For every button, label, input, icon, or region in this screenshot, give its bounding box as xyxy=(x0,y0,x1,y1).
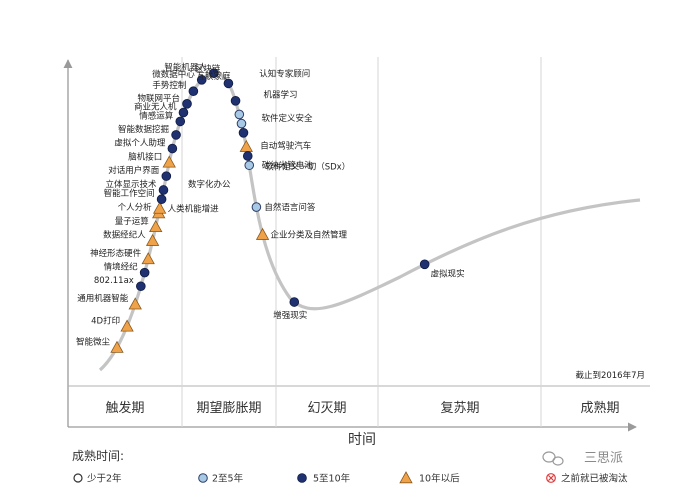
tech-label: 企业分类及自然管理 xyxy=(271,230,348,241)
tech-label: 智能工作空间 xyxy=(104,188,155,199)
tech-marker xyxy=(167,143,178,154)
legend-marker xyxy=(198,473,208,483)
tech-marker xyxy=(139,267,150,278)
tech-marker xyxy=(223,78,234,89)
tech-marker xyxy=(120,319,134,332)
tech-label: 区块链 xyxy=(195,63,221,74)
tech-label: 虚拟个人助理 xyxy=(114,138,166,149)
phase-label: 触发期 xyxy=(105,400,144,416)
tech-marker xyxy=(188,86,199,97)
tech-label: 数据经纪人 xyxy=(103,230,146,241)
tech-marker xyxy=(236,118,247,129)
phase-label: 成熟期 xyxy=(580,400,619,416)
tech-label: 智能机器人 xyxy=(164,62,207,73)
tech-label: 虚拟现实 xyxy=(431,268,465,279)
tech-marker xyxy=(230,96,241,106)
tech-marker xyxy=(239,139,253,152)
tech-marker xyxy=(141,252,155,265)
tech-marker xyxy=(182,99,192,109)
legend-marker xyxy=(546,473,556,483)
legend-label: 2至5年 xyxy=(212,473,244,485)
tech-marker xyxy=(242,151,253,161)
tech-marker xyxy=(178,107,189,118)
tech-marker xyxy=(145,233,160,246)
tech-label: 软件定义安全 xyxy=(261,113,313,124)
tech-label: 4D打印 xyxy=(91,315,120,326)
tech-marker xyxy=(171,130,181,140)
legend-marker-cross xyxy=(548,475,554,481)
tech-label: 碳纳米管电池 xyxy=(262,160,314,171)
tech-marker xyxy=(158,185,169,195)
tech-label: 自动驾驶汽车 xyxy=(260,141,311,152)
tech-label: 神经形态硬件 xyxy=(90,248,142,259)
tech-label: 机器学习 xyxy=(263,90,297,101)
watermark-icon xyxy=(542,451,564,466)
legend-label: 之前就已被淘汰 xyxy=(561,473,628,485)
legend-marker xyxy=(399,471,413,484)
tech-marker xyxy=(238,128,249,138)
tech-label: 情境经纪 xyxy=(104,262,139,273)
tech-marker xyxy=(419,259,430,270)
tech-marker xyxy=(161,171,172,181)
tech-marker xyxy=(196,75,207,85)
phase-label: 期望膨胀期 xyxy=(196,400,261,416)
tech-label: 通用机器智能 xyxy=(77,293,129,304)
legend-title: 成熟时间: xyxy=(72,448,124,463)
tech-label: 软件定义一切（SDx） xyxy=(265,161,350,172)
tech-label: 微数据中心 xyxy=(152,69,195,80)
tech-marker xyxy=(152,201,167,214)
watermark-bubble xyxy=(542,451,556,463)
tech-marker xyxy=(209,68,219,79)
tech-marker xyxy=(128,297,142,310)
tech-label: 个人分析 xyxy=(118,202,153,213)
tech-marker xyxy=(162,155,176,168)
tech-label: 情感运算 xyxy=(139,110,174,121)
tech-label: 互联家庭 xyxy=(197,71,232,82)
tech-marker xyxy=(244,160,255,171)
floating-label: 数字化办公 xyxy=(188,179,231,190)
tech-label: 802.11ax xyxy=(94,276,134,286)
tech-label: 手势控制 xyxy=(152,80,186,91)
tech-label: 智能数据挖掘 xyxy=(118,124,169,135)
tech-label: 商业无人机 xyxy=(134,102,177,113)
legend-label: 10年以后 xyxy=(419,473,460,485)
tech-label: 人类机能增进 xyxy=(168,203,220,214)
tech-marker xyxy=(110,340,124,353)
tech-points: 智能微尘 4D打印 通用机器智能 802.11ax 情境经纪 神经形态硬件 数据经纪人 量子运… xyxy=(73,62,556,484)
tech-marker xyxy=(136,281,146,292)
legend-marker xyxy=(73,473,83,483)
tech-label: 对话用户界面 xyxy=(108,165,160,176)
phase-label: 幻灭期 xyxy=(307,401,346,416)
tech-marker xyxy=(289,297,300,307)
legend-label: 5至10年 xyxy=(313,473,351,485)
tech-label: 立体显示技术 xyxy=(105,179,157,190)
tech-marker xyxy=(175,116,186,127)
tech-marker xyxy=(149,220,163,233)
tech-label: 自然语言问答 xyxy=(264,202,316,213)
tech-label: 认知专家顾问 xyxy=(259,68,310,79)
tech-label: 脑机接口 xyxy=(128,151,162,162)
legend: 成熟时间: 少于2年 2至5年 5至10年 10年以后 之前就已被淘汰 三思派 xyxy=(72,448,628,485)
tech-marker xyxy=(251,202,262,212)
tech-label: 增强现实 xyxy=(273,310,307,321)
tech-marker xyxy=(156,194,167,205)
watermark: 三思派 xyxy=(584,451,623,466)
legend-label: 少于2年 xyxy=(87,473,122,485)
tech-marker xyxy=(234,109,245,120)
phase-label: 复苏期 xyxy=(440,400,479,416)
x-axis-title: 时间 xyxy=(348,432,376,448)
legend-marker xyxy=(297,473,307,483)
tech-label: 物联网平台 xyxy=(138,93,181,104)
phase-labels: 触发期 期望膨胀期 幻灭期 复苏期 成熟期 xyxy=(105,400,619,416)
watermark-bubble xyxy=(552,456,564,466)
tech-label: 智能微尘 xyxy=(76,337,111,348)
tech-marker xyxy=(255,227,270,240)
date-note: 截止到2016年7月 xyxy=(575,370,645,381)
tech-label: 量子运算 xyxy=(115,216,150,227)
